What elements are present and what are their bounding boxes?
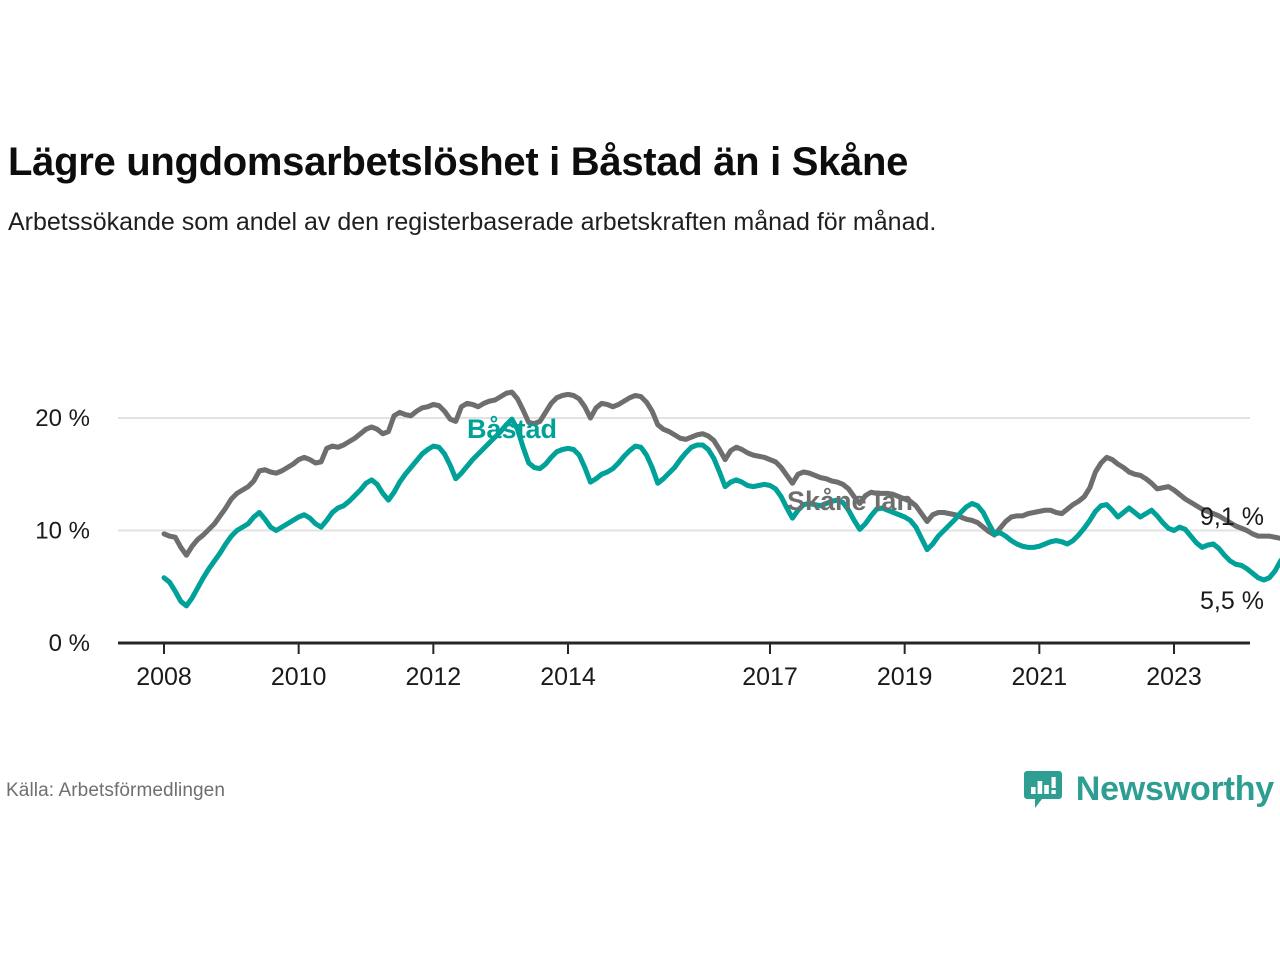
x-axis-group [118,641,1250,654]
y-axis-tick-label: 20 % [35,405,90,432]
end-label-skane: 9,1 % [1200,503,1264,531]
brand-name: Newsworthy [1075,770,1274,808]
y-axis-tick-label: 0 % [49,630,90,657]
series-line [161,416,1280,609]
x-axis-tick-label: 2008 [136,663,192,691]
series-annotations-group: Båstad Skåne län 9,1 % 5,5 % [467,414,1264,615]
series-lines-group [161,389,1280,609]
end-label-bastad: 5,5 % [1200,587,1264,615]
chart-subtitle: Arbetssökande som andel av den registerb… [8,207,937,236]
x-axis-tick-label: 2012 [406,663,462,691]
gridlines-group [118,417,1250,532]
page-title: Lägre ungdomsarbetslöshet i Båstad än i … [8,140,909,184]
y-axis-labels-group: 0 % 10 % 20 % [35,405,90,657]
y-axis-tick-label: 10 % [35,518,90,545]
chart-header: Lägre ungdomsarbetslöshet i Båstad än i … [8,140,1208,238]
chart-plot-area: 0 % 10 % 20 % 2008 2010 2012 2014 2017 2019 2021… [0,370,1280,700]
series-label-bastad: Båstad [467,414,557,444]
x-axis-tick-label: 2023 [1146,663,1202,691]
x-axis-tick-label: 2017 [742,663,798,691]
series-line [161,389,1280,558]
source-note: Källa: Arbetsförmedlingen [6,780,226,801]
chart-footer: Källa: Arbetsförmedlingen Newsworthy [0,760,1280,830]
x-axis-tick-label: 2019 [877,663,933,691]
newsworthy-bubble-chart-icon [1023,771,1062,808]
line-chart-svg: 0 % 10 % 20 % 2008 2010 2012 2014 2017 2019 2021… [35,389,1280,691]
newsworthy-brand: Newsworthy [1022,768,1274,810]
series-label-skane: Skåne län [787,486,913,516]
x-axis-tick-label: 2010 [271,663,327,691]
x-axis-labels-group: 2008 2010 2012 2014 2017 2019 2021 2023 [136,663,1202,691]
x-axis-tick-label: 2014 [540,663,596,691]
x-axis-tick-label: 2021 [1012,663,1068,691]
